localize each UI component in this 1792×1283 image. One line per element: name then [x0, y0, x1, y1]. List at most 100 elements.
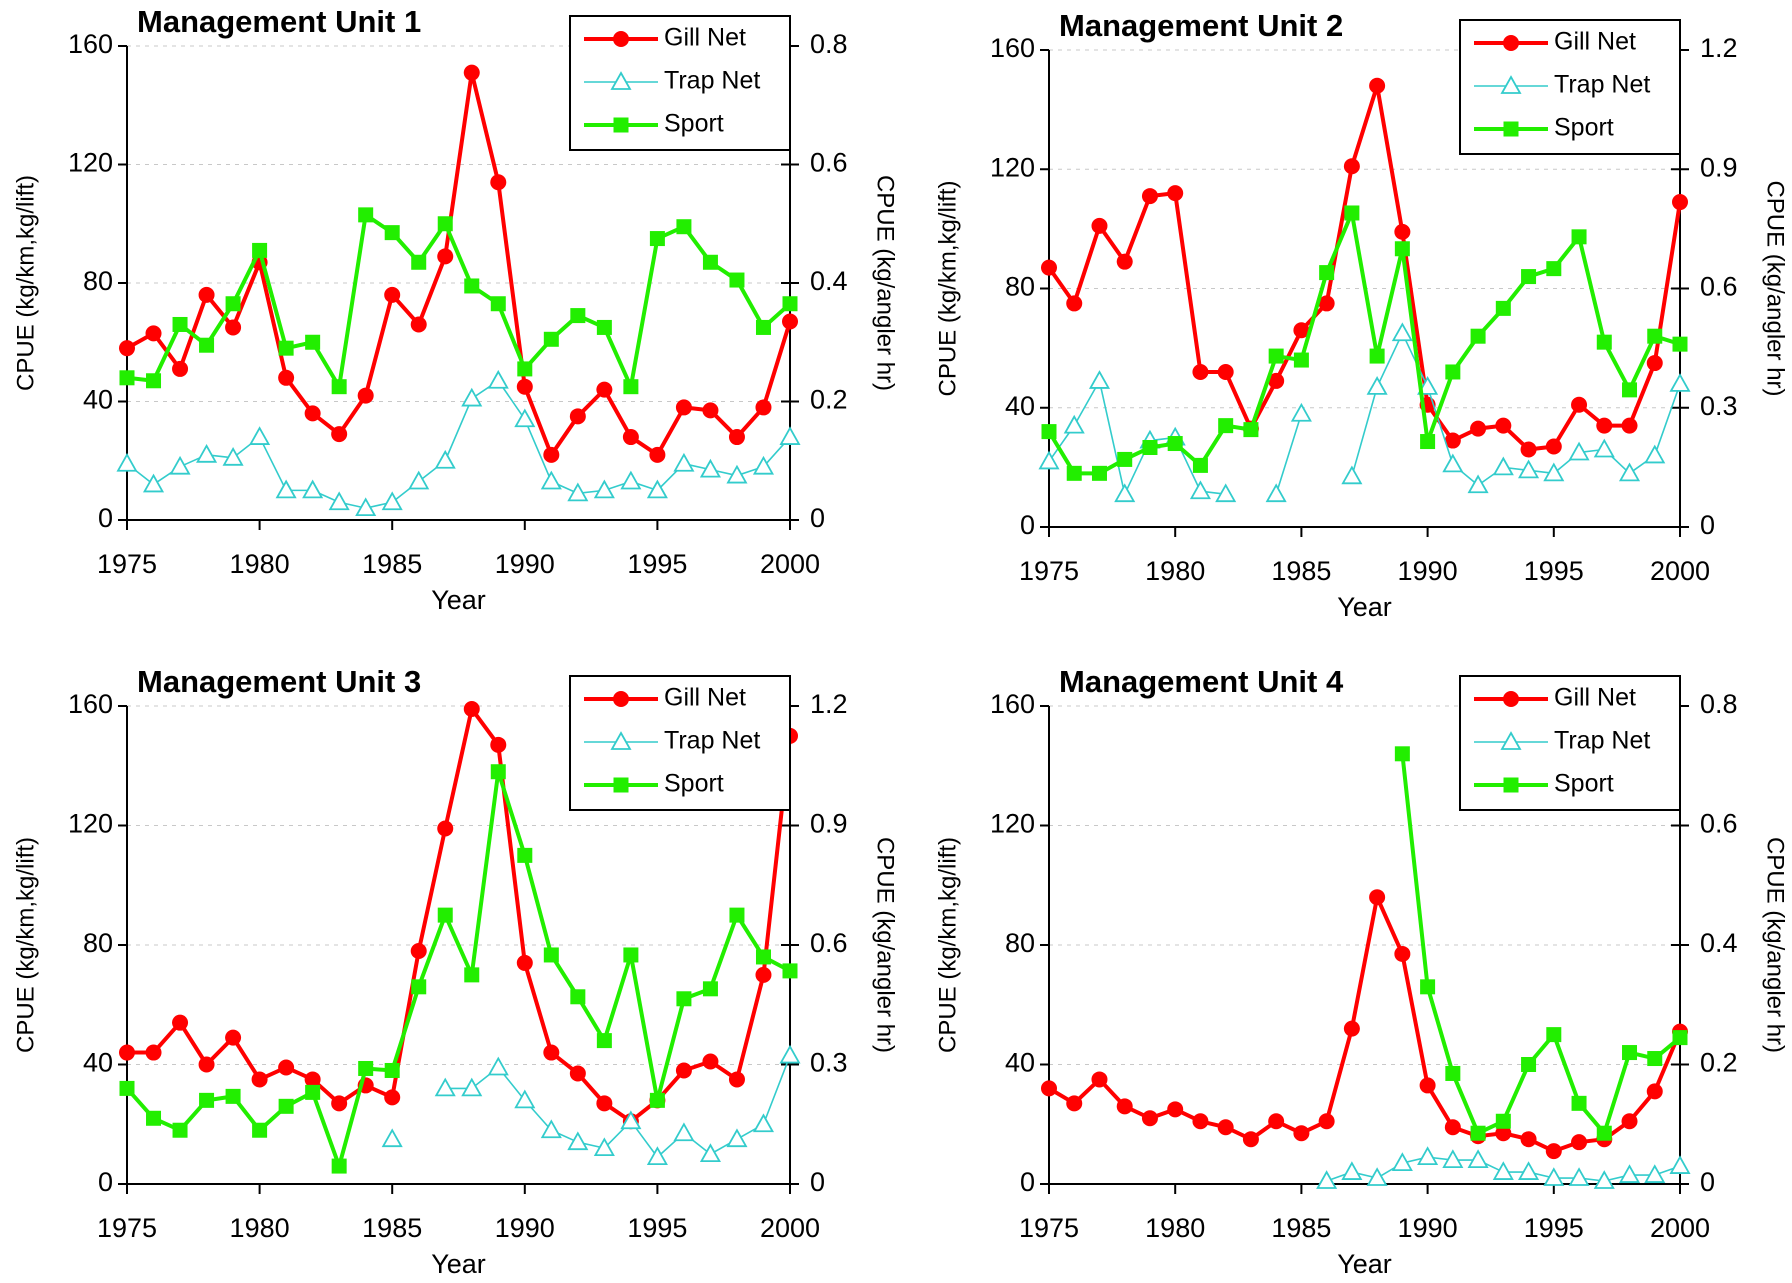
- x-axis-label: Year: [431, 585, 486, 615]
- x-tick-label: 1990: [1398, 556, 1458, 586]
- marker: [752, 455, 775, 475]
- marker: [463, 64, 480, 81]
- marker: [304, 1071, 321, 1088]
- marker: [649, 446, 666, 463]
- marker: [146, 373, 162, 389]
- y-tick-label: 160: [68, 689, 113, 719]
- x-tick-label: 1980: [230, 1213, 290, 1243]
- marker: [1596, 1125, 1612, 1141]
- marker: [119, 1044, 135, 1061]
- y-tick-label: 80: [83, 266, 113, 296]
- marker: [1290, 402, 1312, 422]
- marker: [702, 1053, 719, 1070]
- marker: [1618, 1164, 1641, 1183]
- marker: [384, 225, 400, 241]
- legend: Gill Net Trap Net Sport: [1459, 675, 1681, 811]
- marker: [1492, 456, 1514, 476]
- marker: [437, 248, 454, 265]
- marker: [1066, 1095, 1083, 1112]
- marker: [172, 360, 189, 377]
- marker: [779, 426, 801, 445]
- marker: [1543, 462, 1565, 482]
- marker: [1316, 1170, 1338, 1189]
- marker: [252, 242, 268, 258]
- marker: [172, 1122, 188, 1138]
- marker: [142, 473, 165, 493]
- marker: [755, 319, 771, 335]
- marker: [355, 497, 377, 517]
- marker: [1467, 474, 1489, 494]
- marker: [331, 426, 348, 443]
- marker: [755, 966, 772, 983]
- legend-label: Gill Net: [1554, 684, 1636, 712]
- marker: [543, 331, 559, 347]
- marker: [278, 1059, 295, 1076]
- y2-tick-label: 0.8: [810, 29, 848, 59]
- panel: 0 40 80 120 160 0 0.3 0.6 0.9 1.2 1975 1980 1985 1990…: [12, 664, 898, 1279]
- marker: [1167, 436, 1183, 452]
- x-tick-label: 1980: [230, 549, 290, 579]
- marker: [543, 446, 560, 463]
- x-tick-label: 1975: [1019, 556, 1079, 586]
- marker: [198, 1056, 215, 1073]
- marker: [610, 731, 632, 750]
- marker: [1141, 188, 1158, 205]
- marker: [1647, 1051, 1663, 1067]
- marker: [1192, 363, 1209, 380]
- y2-tick-label: 0.9: [810, 809, 848, 839]
- y2-tick-label: 0.2: [1700, 1048, 1738, 1078]
- legend-label: Gill Net: [664, 684, 746, 712]
- marker: [464, 967, 480, 983]
- marker: [1066, 295, 1083, 312]
- marker: [1546, 1027, 1562, 1043]
- marker: [673, 452, 695, 472]
- marker: [1366, 1167, 1388, 1186]
- marker: [514, 408, 536, 428]
- y-tick-label: 40: [1005, 1048, 1035, 1078]
- marker: [1442, 1149, 1464, 1168]
- marker: [1618, 462, 1641, 482]
- marker: [613, 117, 629, 133]
- y2-tick-label: 1.2: [810, 689, 848, 719]
- marker: [1672, 194, 1688, 211]
- y-tick-label: 160: [990, 689, 1035, 719]
- marker: [702, 402, 719, 419]
- x-tick-label: 1985: [1271, 556, 1331, 586]
- y2-tick-label: 0.4: [810, 266, 848, 296]
- marker: [358, 1060, 374, 1076]
- marker: [1518, 459, 1540, 479]
- x-tick-label: 2000: [1650, 556, 1710, 586]
- y2-tick-label: 0.8: [1700, 689, 1738, 719]
- marker: [1192, 1113, 1209, 1130]
- marker: [1669, 1155, 1691, 1174]
- marker: [116, 452, 138, 472]
- marker: [1470, 328, 1486, 344]
- y-tick-label: 0: [98, 1167, 113, 1197]
- marker: [593, 479, 615, 499]
- x-tick-label: 1995: [627, 1213, 687, 1243]
- marker: [649, 1092, 665, 1108]
- marker: [620, 470, 642, 490]
- marker: [1167, 1101, 1184, 1118]
- marker: [1495, 300, 1511, 316]
- marker: [1596, 417, 1613, 434]
- marker: [1141, 1110, 1158, 1127]
- marker: [1243, 422, 1259, 438]
- y2-tick-label: 0.4: [1700, 928, 1738, 958]
- marker: [434, 449, 456, 469]
- marker: [1391, 1152, 1413, 1171]
- marker: [1621, 417, 1638, 434]
- y2-axis-label: CPUE (kg/angler hr): [1762, 180, 1789, 396]
- marker: [437, 907, 453, 923]
- marker: [570, 989, 586, 1005]
- marker: [145, 325, 162, 342]
- y-tick-label: 0: [1020, 1167, 1035, 1197]
- marker: [1343, 1020, 1360, 1037]
- marker: [1293, 322, 1310, 339]
- marker: [252, 1122, 268, 1138]
- marker: [1571, 396, 1588, 413]
- marker: [1091, 465, 1107, 481]
- chart-title: Management Unit 4: [1059, 664, 1344, 699]
- marker: [676, 991, 692, 1007]
